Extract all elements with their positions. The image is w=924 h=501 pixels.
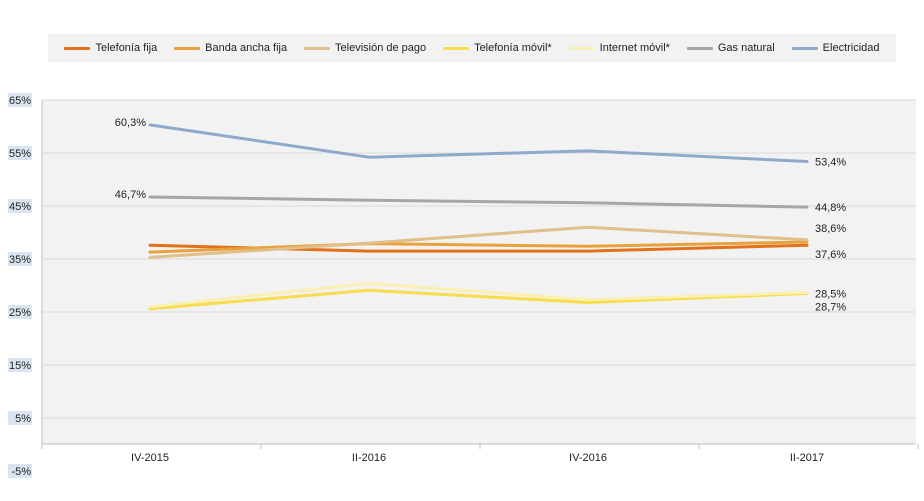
series-line (148, 123, 809, 163)
legend-item: Gas natural (686, 42, 775, 54)
legend-label: Telefonía fija (95, 42, 158, 54)
y-tick-highlight (8, 305, 32, 319)
y-tick-label: 15% (9, 360, 31, 372)
x-tick-label: II-2016 (352, 452, 386, 464)
legend-label: Telefonía móvil* (474, 42, 552, 54)
series-line (148, 240, 809, 254)
y-tick-highlight (8, 358, 32, 372)
data-label: 38,6% (815, 223, 846, 235)
legend-swatch (443, 46, 470, 50)
data-label: 46,7% (115, 189, 146, 201)
plot-area (42, 100, 916, 444)
data-label: 53,4% (815, 156, 846, 168)
data-label: 60,3% (115, 117, 146, 129)
legend-swatch (568, 46, 595, 50)
y-tick-highlight (8, 464, 32, 478)
y-tick-label: 35% (9, 254, 31, 266)
data-label: 28,5% (815, 288, 846, 300)
legend-item: Televisión de pago (304, 42, 426, 54)
series-lines (148, 123, 809, 311)
y-tick-label: 55% (9, 148, 31, 160)
y-tick-highlight (8, 252, 32, 266)
legend-label: Electricidad (822, 42, 880, 54)
series-line (148, 288, 809, 311)
data-label: 44,8% (815, 202, 846, 214)
y-axis: -5% 5% 15% 25% 35% 45% 55% 65% (8, 93, 32, 478)
legend-label: Televisión de pago (335, 42, 427, 54)
legend-swatch (64, 46, 91, 50)
y-tick-label: 45% (9, 201, 31, 213)
series-line (148, 225, 809, 259)
y-tick-label: 5% (15, 413, 31, 425)
legend-swatch (304, 46, 331, 50)
y-tick-highlight (8, 411, 32, 425)
data-label: 28,7% (815, 301, 846, 313)
y-tick-highlight (8, 93, 32, 107)
data-labels: 60,3% 46,7% 53,4% 44,8% 38,6% 37,6% 28,5%28,7% (115, 117, 847, 313)
series-line (148, 195, 809, 209)
legend-item: Electricidad (791, 42, 880, 54)
legend-swatch (174, 46, 201, 50)
x-tick-label: IV-2015 (131, 452, 169, 464)
series-line (148, 281, 809, 309)
y-tick-label: 65% (9, 95, 31, 107)
x-tick-label: II-2017 (790, 452, 824, 464)
legend-item: Telefonía móvil* (443, 42, 552, 54)
legend-label: Internet móvil* (599, 42, 670, 54)
legend-item: Banda ancha fija (174, 42, 287, 54)
y-tick-label: -5% (11, 466, 31, 478)
data-label: 37,6% (815, 249, 846, 261)
y-tick-label: 25% (9, 307, 31, 319)
legend-label: Banda ancha fija (205, 42, 288, 54)
y-tick-highlight (8, 199, 32, 213)
y-tick-highlight (8, 146, 32, 160)
chart-legend: Telefonía fija Banda ancha fija Televisión… (48, 34, 896, 62)
legend-swatch (686, 46, 713, 50)
x-axis: IV-2015 II-2016 IV-2016 II-2017 (41, 100, 919, 464)
legend-swatch (791, 46, 818, 50)
legend-item: Telefonía fija (64, 42, 157, 54)
legend-label: Gas natural (717, 42, 775, 54)
x-tick-label: IV-2016 (569, 452, 607, 464)
legend-item: Internet móvil* (568, 42, 670, 54)
